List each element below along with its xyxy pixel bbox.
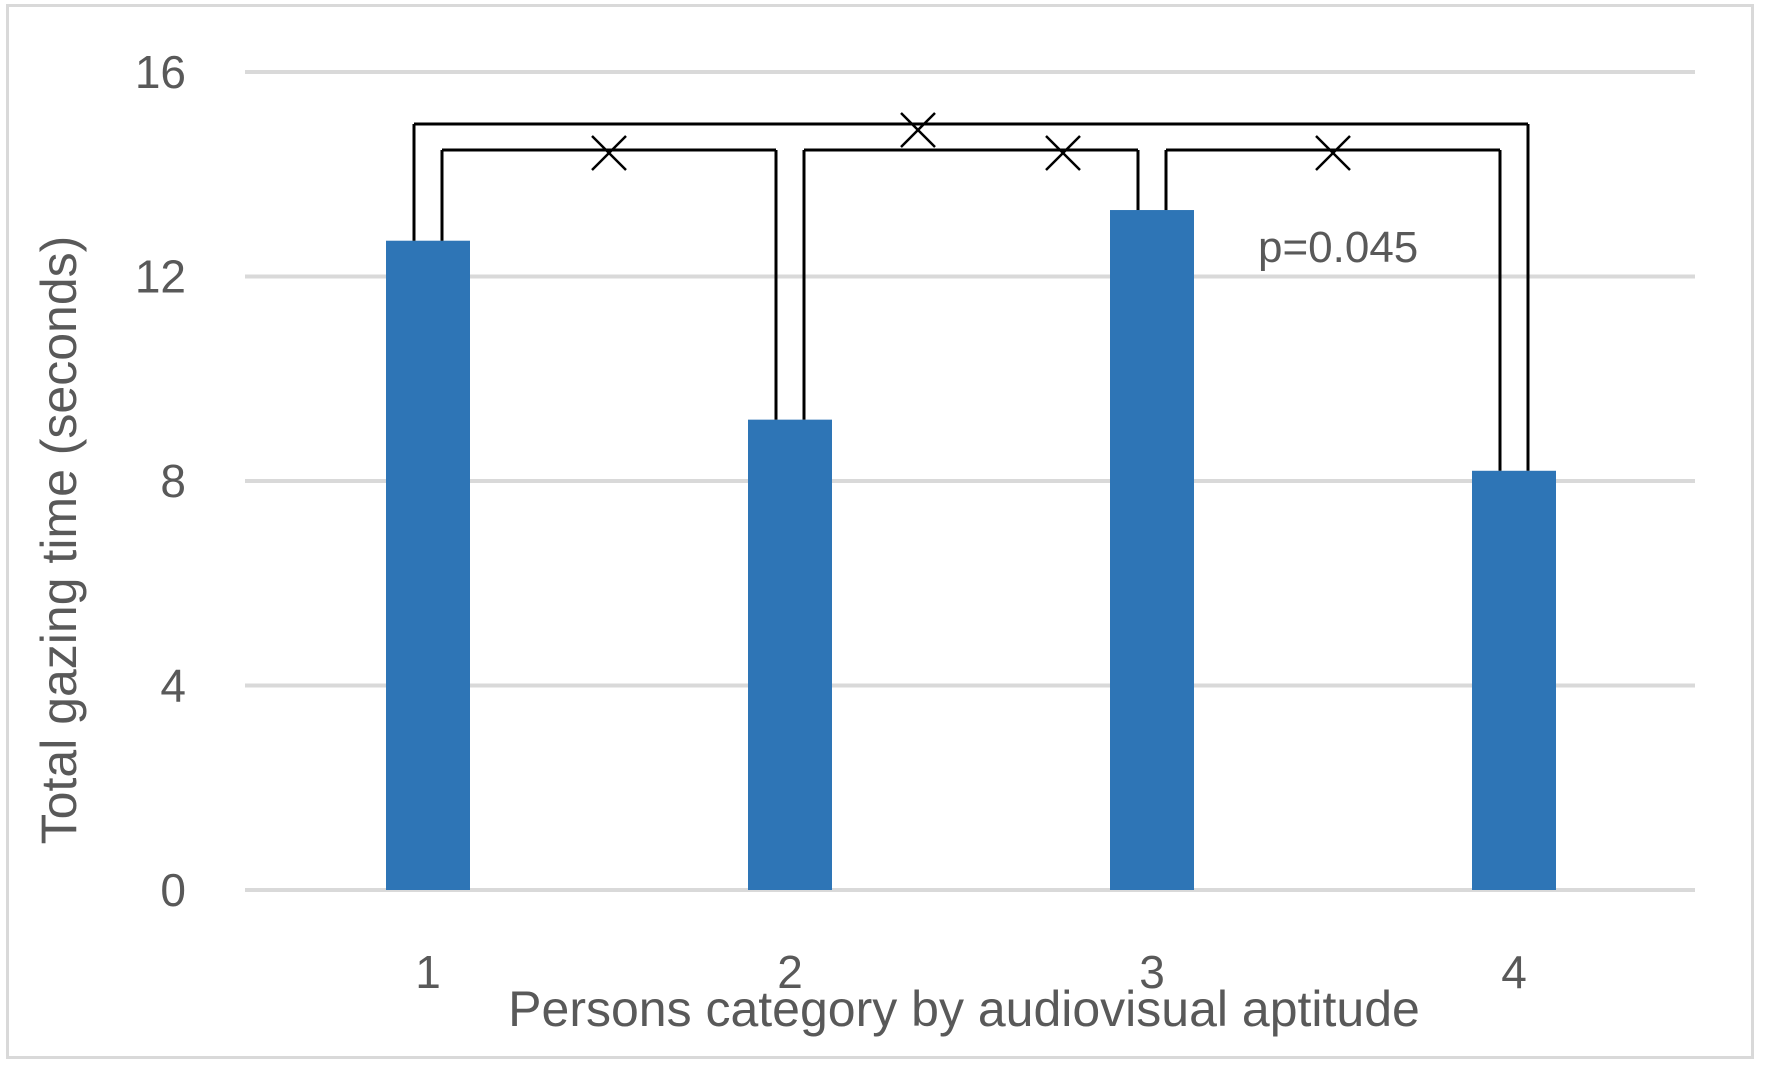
bar-2 [748, 419, 832, 890]
bar-3 [1110, 210, 1194, 891]
bar-1 [386, 240, 470, 890]
x-tick-label: 1 [415, 946, 441, 998]
y-tick-label: 16 [135, 46, 186, 98]
bar-4 [1472, 470, 1556, 890]
p-value-annotation: p=0.045 [1258, 223, 1418, 272]
y-tick-label: 12 [135, 251, 186, 303]
x-axis-tick-labels: 1 2 3 4 [415, 946, 1527, 998]
bars [386, 210, 1556, 891]
x-axis-title: Persons category by audiovisual aptitude [508, 981, 1420, 1037]
y-axis-tick-labels: 0 4 8 12 16 [135, 46, 186, 916]
y-tick-label: 4 [160, 660, 186, 712]
y-tick-label: 0 [160, 864, 186, 916]
chart-frame [6, 4, 1754, 1059]
cross-marker-1-4 [900, 112, 936, 148]
y-tick-label: 8 [160, 455, 186, 507]
cross-marker-1-2 [591, 135, 627, 171]
cross-marker-3-4 [1315, 135, 1351, 171]
significance-brackets [412, 112, 1530, 471]
x-tick-label: 3 [1139, 946, 1165, 998]
y-axis-title: Total gazing time (seconds) [31, 236, 87, 845]
x-tick-label: 2 [777, 946, 803, 998]
cross-marker-2-3 [1045, 135, 1081, 171]
gridlines [245, 70, 1695, 892]
x-tick-label: 4 [1501, 946, 1527, 998]
